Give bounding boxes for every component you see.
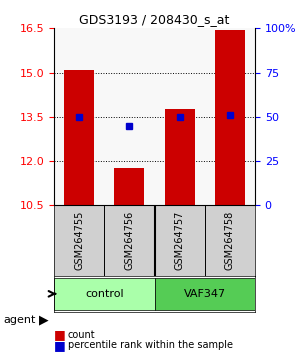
- Text: GSM264755: GSM264755: [74, 211, 84, 270]
- Text: percentile rank within the sample: percentile rank within the sample: [68, 340, 232, 350]
- Text: control: control: [85, 289, 124, 299]
- Text: ■: ■: [54, 328, 66, 341]
- Text: GSM264756: GSM264756: [124, 211, 134, 270]
- Text: count: count: [68, 330, 95, 339]
- Title: GDS3193 / 208430_s_at: GDS3193 / 208430_s_at: [79, 13, 230, 26]
- Text: agent: agent: [3, 315, 35, 325]
- FancyBboxPatch shape: [54, 278, 154, 310]
- Text: ▶: ▶: [39, 314, 49, 327]
- Text: GSM264757: GSM264757: [175, 211, 184, 270]
- Bar: [215, 30, 245, 205]
- Text: GSM264758: GSM264758: [225, 211, 235, 270]
- Bar: [114, 169, 145, 205]
- Text: ■: ■: [54, 339, 66, 352]
- FancyBboxPatch shape: [154, 278, 255, 310]
- Bar: [64, 70, 94, 205]
- Bar: [164, 109, 195, 205]
- Text: VAF347: VAF347: [184, 289, 226, 299]
